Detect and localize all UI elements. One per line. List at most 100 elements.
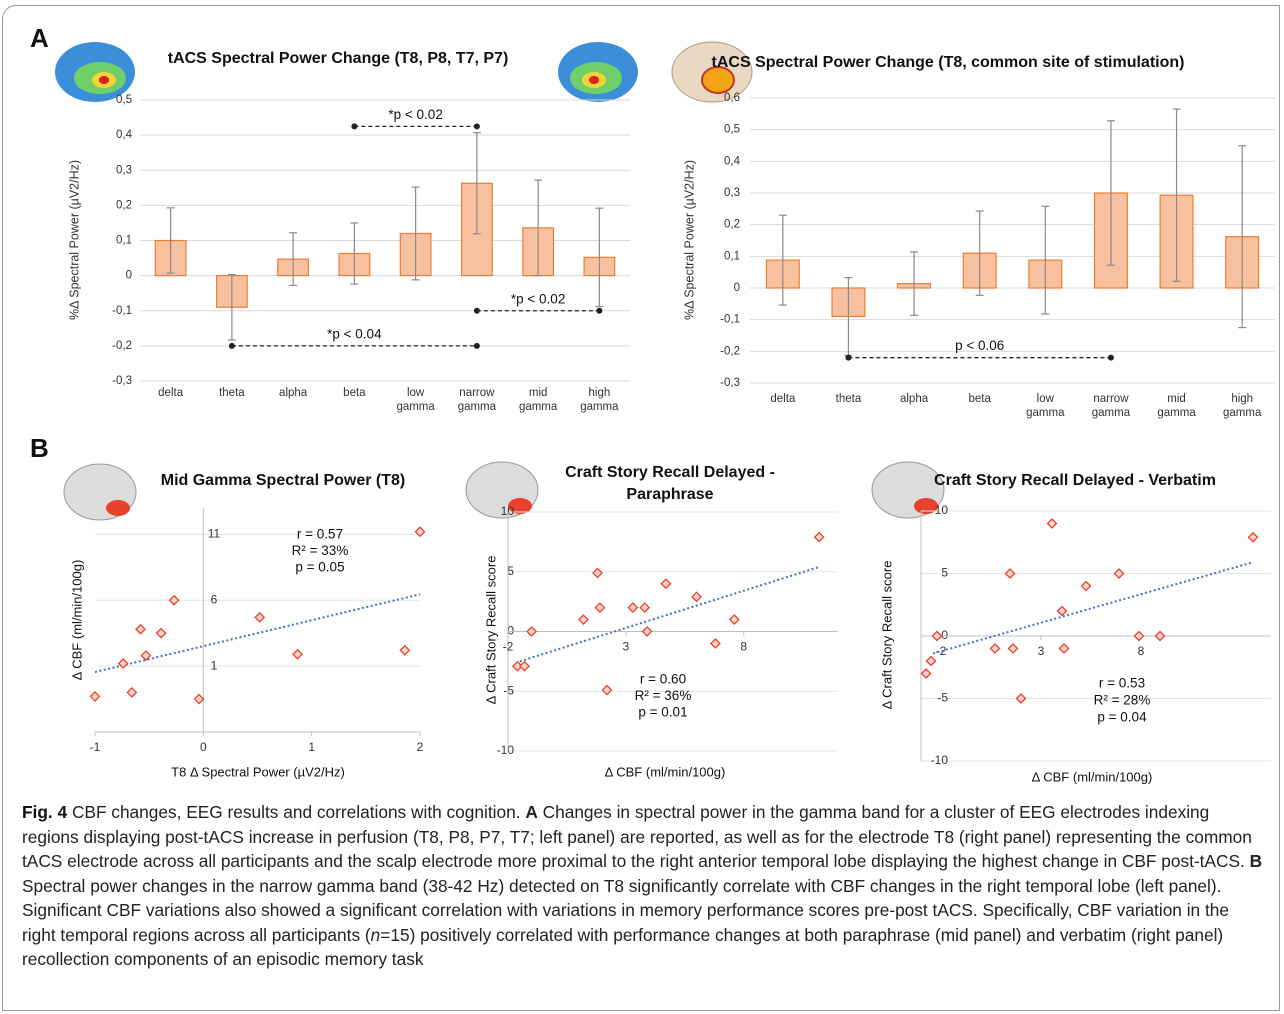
x-axis-label: T8 Δ Spectral Power (µV2/Hz) bbox=[171, 764, 345, 779]
y-tick-label: 0,2 bbox=[724, 219, 740, 231]
data-point bbox=[1009, 644, 1018, 653]
x-tick-label: low gamma bbox=[1019, 392, 1071, 420]
y-tick-label: 0,2 bbox=[116, 199, 132, 211]
x-tick-label: 2 bbox=[417, 740, 424, 754]
y-tick-label: 0 bbox=[126, 270, 132, 282]
x-tick-label-box: alpha bbox=[881, 392, 947, 432]
data-point bbox=[815, 533, 824, 542]
x-tick-label-box: narrow gamma bbox=[446, 386, 507, 426]
chart-title-box: Craft Story Recall Delayed - Verbatim bbox=[865, 470, 1284, 520]
data-point bbox=[730, 615, 739, 624]
data-point bbox=[603, 686, 612, 695]
data-point bbox=[1006, 569, 1015, 578]
data-point bbox=[127, 688, 136, 697]
x-tick-label: -2 bbox=[503, 640, 514, 654]
panel-label: A bbox=[30, 23, 49, 53]
y-tick-label: 5 bbox=[941, 566, 948, 580]
x-tick-label: theta bbox=[822, 392, 874, 406]
data-point bbox=[991, 644, 1000, 653]
significance-end bbox=[229, 343, 235, 349]
data-point bbox=[1017, 694, 1026, 703]
caption-panel: A bbox=[525, 802, 537, 822]
figure: A B tACS Spectral Power Change (T8, P8, … bbox=[0, 0, 1284, 800]
x-tick-label: -2 bbox=[936, 644, 947, 658]
chart-title-box: tACS Spectral Power Change (T8, P8, T7, … bbox=[118, 48, 558, 74]
y-tick-label: -10 bbox=[931, 753, 949, 767]
y-tick-label: 0,1 bbox=[724, 250, 740, 262]
data-point bbox=[643, 627, 652, 636]
y-tick-label: 6 bbox=[211, 592, 218, 606]
stat-label: p = 0.04 bbox=[1097, 710, 1147, 725]
stat-label: R² = 28% bbox=[1094, 693, 1151, 708]
data-point bbox=[400, 646, 409, 655]
y-tick-label: 0,1 bbox=[116, 235, 132, 247]
trend-line bbox=[520, 567, 819, 661]
data-point bbox=[922, 669, 931, 678]
x-tick-label: beta bbox=[954, 392, 1006, 406]
x-tick-label: alpha bbox=[267, 386, 319, 400]
stat-label: r = 0.60 bbox=[640, 672, 686, 687]
x-tick-label-box: mid gamma bbox=[1144, 392, 1210, 432]
data-point bbox=[1115, 569, 1124, 578]
y-tick-label: 10 bbox=[501, 504, 515, 518]
x-tick-label-box: low gamma bbox=[385, 386, 446, 426]
chart-title-box: tACS Spectral Power Change (T8, common s… bbox=[668, 52, 1228, 78]
x-tick-label: beta bbox=[328, 386, 380, 400]
x-tick-label: mid gamma bbox=[1151, 392, 1203, 420]
data-point bbox=[593, 568, 602, 577]
y-tick-label: 0 bbox=[734, 282, 740, 294]
data-point bbox=[520, 662, 529, 671]
x-tick-label: 8 bbox=[1138, 644, 1145, 658]
trend-line bbox=[933, 562, 1253, 653]
significance-end bbox=[474, 308, 480, 314]
chart-title: tACS Spectral Power Change (T8, common s… bbox=[668, 52, 1228, 74]
x-tick-label-box: theta bbox=[201, 386, 262, 426]
y-axis-label: Δ CBF (ml/min/100g) bbox=[69, 560, 84, 681]
caption-panel: B bbox=[1250, 851, 1262, 871]
y-tick-label: -10 bbox=[497, 743, 515, 757]
stat-label: r = 0.53 bbox=[1099, 676, 1145, 691]
stat-label: r = 0.57 bbox=[297, 527, 343, 542]
x-tick-label: mid gamma bbox=[512, 386, 564, 414]
data-point bbox=[1249, 533, 1258, 542]
x-axis-label: Δ CBF (ml/min/100g) bbox=[605, 764, 726, 779]
y-tick-label: -5 bbox=[503, 683, 514, 697]
x-tick-label-box: narrow gamma bbox=[1078, 392, 1144, 432]
x-tick-label-box: delta bbox=[140, 386, 201, 426]
x-tick-label: -1 bbox=[90, 740, 101, 754]
x-tick-label: high gamma bbox=[1216, 392, 1268, 420]
stat-label: R² = 33% bbox=[292, 543, 349, 558]
significance-end bbox=[474, 123, 480, 129]
y-axis-label: %Δ Spectral Power (µV2/Hz) bbox=[67, 160, 81, 320]
y-tick-label: 0,4 bbox=[116, 129, 133, 141]
x-tick-label-box: alpha bbox=[263, 386, 324, 426]
data-point bbox=[927, 657, 936, 666]
x-tick-label-box: theta bbox=[816, 392, 882, 432]
significance-end bbox=[351, 123, 357, 129]
y-tick-label: -0,2 bbox=[720, 345, 740, 357]
data-point bbox=[640, 603, 649, 612]
y-tick-label: 0,3 bbox=[724, 187, 740, 199]
panel-label: B bbox=[30, 433, 49, 463]
stat-label: p = 0.05 bbox=[295, 560, 344, 575]
x-tick-label: 3 bbox=[1038, 644, 1045, 658]
significance-end bbox=[474, 343, 480, 349]
y-tick-label: -0,2 bbox=[112, 340, 132, 352]
data-point bbox=[119, 659, 128, 668]
data-point bbox=[1156, 632, 1165, 641]
data-point bbox=[136, 625, 145, 634]
y-tick-label: -5 bbox=[937, 691, 948, 705]
x-tick-label: delta bbox=[757, 392, 809, 406]
data-point bbox=[157, 629, 166, 638]
x-tick-label-box: beta bbox=[324, 386, 385, 426]
trend-line bbox=[95, 594, 420, 672]
stat-label: R² = 36% bbox=[635, 688, 692, 703]
y-axis-label: Δ Craft Story Recall score bbox=[879, 561, 894, 710]
y-tick-label: -0,1 bbox=[720, 314, 740, 326]
x-tick-label-box: mid gamma bbox=[508, 386, 569, 426]
y-tick-label: 11 bbox=[208, 527, 221, 541]
y-axis-label: %Δ Spectral Power (µV2/Hz) bbox=[682, 160, 696, 320]
data-point bbox=[416, 527, 425, 536]
y-tick-label: 0 bbox=[941, 628, 948, 642]
data-point bbox=[527, 627, 536, 636]
